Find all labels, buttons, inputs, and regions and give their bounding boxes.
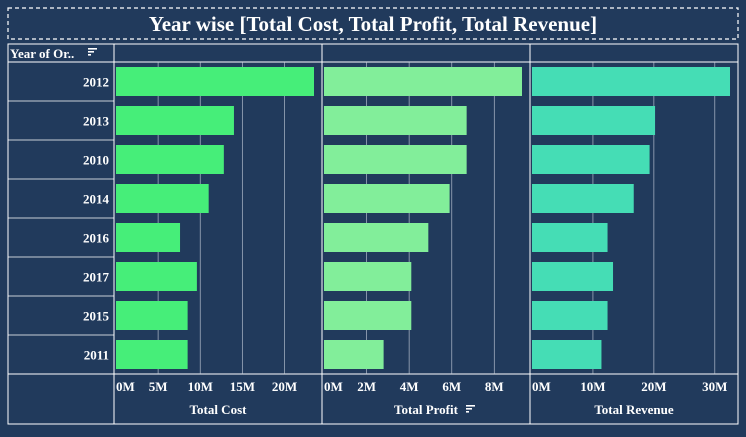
bar [116,184,209,213]
sort-icon-line [466,405,475,407]
bar [324,301,412,330]
tick-label: 8M [485,379,504,394]
bar [324,67,522,96]
bar [324,145,467,174]
chart-title: Year wise [Total Cost, Total Profit, Tot… [149,12,597,36]
axis-title: Total Profit [394,402,459,417]
sort-icon[interactable] [88,48,97,56]
bar-panels: 0M 5M 10M 15M 20M Total Cost 0M 2M 4M 6M 8M Total P… [116,62,730,417]
row-labels: 2012 2013 2010 2014 2016 2017 2015 2011 [83,75,110,363]
bar [116,340,188,369]
panel-total-cost: 0M 5M 10M 15M 20M Total Cost [116,62,314,417]
tick-label: 4M [400,379,419,394]
bar [532,301,608,330]
tick-label: 6M [442,379,461,394]
tick-label: 20M [641,379,666,394]
row-header[interactable]: Year of Or.. [10,46,74,61]
bar [532,106,656,135]
tick-label: 0M [116,379,135,394]
sort-icon[interactable] [88,48,97,56]
tick-label: 10M [188,379,213,394]
bar [532,340,602,369]
bar [532,67,730,96]
tick-label: 20M [272,379,297,394]
axis-title: Total Cost [190,402,248,417]
bar [324,223,429,252]
tick-label: 15M [230,379,255,394]
row-label: 2014 [83,192,110,207]
bar [532,145,650,174]
row-label: 2015 [83,309,110,324]
row-label: 2012 [83,75,109,90]
bar [116,67,314,96]
bar [324,262,412,291]
bar [116,262,197,291]
bar [116,223,181,252]
bar [532,223,608,252]
sort-icon-line [466,411,469,413]
row-label: 2011 [84,348,109,363]
panel-total-revenue: 0M 10M 20M 30M Total Revenue [532,62,730,417]
sort-icon-line [88,54,91,56]
tick-label: 0M [532,379,551,394]
bar [116,106,234,135]
sort-icon-line [88,48,97,50]
bar [324,184,450,213]
tick-label: 10M [580,379,605,394]
sort-icon-line [466,408,472,410]
tick-label: 5M [149,379,168,394]
bar [116,301,188,330]
tick-label: 0M [324,379,343,394]
row-label: 2013 [83,114,110,129]
row-label: 2016 [83,231,110,246]
panel-total-profit: 0M 2M 4M 6M 8M Total Profit [324,62,522,417]
axis-title: Total Revenue [594,402,674,417]
tick-label: 2M [357,379,376,394]
row-label: 2017 [83,270,110,285]
bar [324,340,384,369]
bar [532,262,614,291]
bar [324,106,467,135]
sort-icon[interactable] [466,405,475,413]
title-box [7,7,739,40]
sort-icon-line [88,51,94,53]
bar [116,145,224,174]
bar [532,184,634,213]
row-label: 2010 [83,153,109,168]
table-border [7,43,739,425]
table-frame [7,43,739,425]
tick-label: 30M [702,379,727,394]
